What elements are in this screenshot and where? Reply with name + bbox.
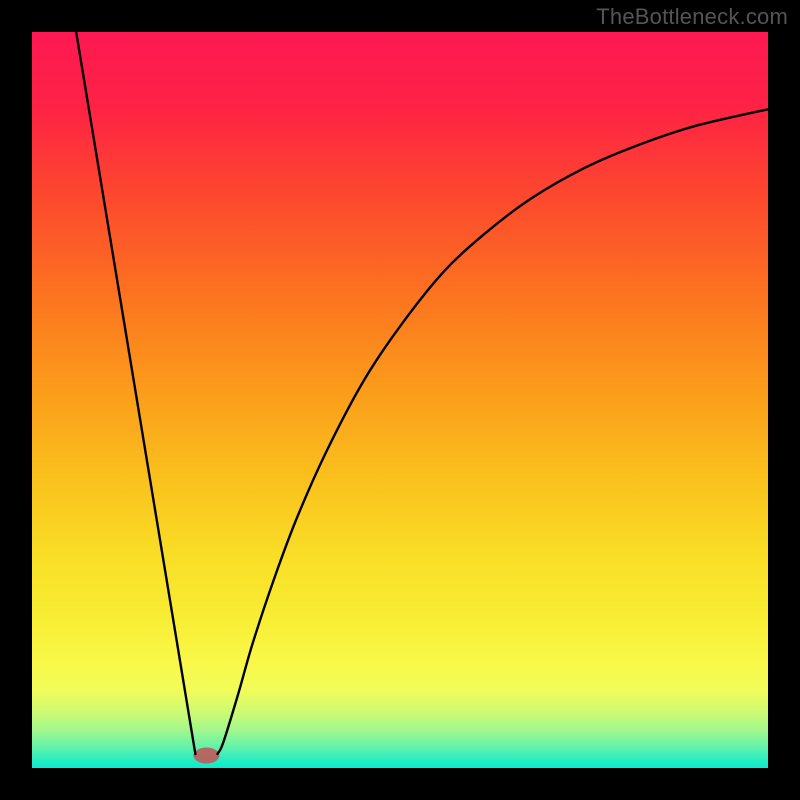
watermark-text: TheBottleneck.com — [596, 4, 788, 30]
chart-background-gradient — [32, 32, 768, 768]
bottleneck-chart: TheBottleneck.com — [0, 0, 800, 800]
chart-svg — [0, 0, 800, 800]
minimum-marker — [193, 747, 219, 763]
